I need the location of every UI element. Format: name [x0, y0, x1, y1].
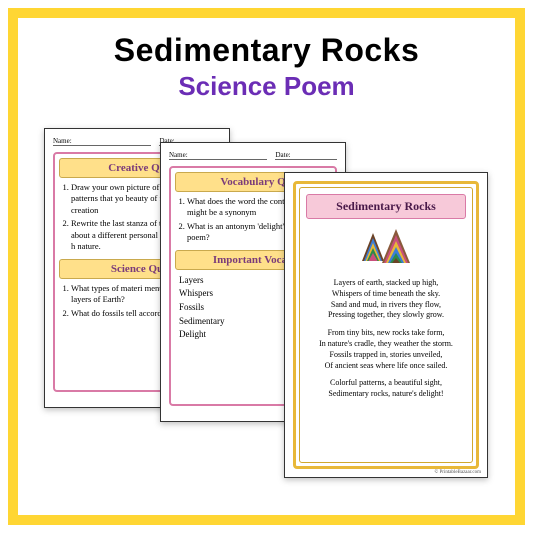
date-field: Date: — [275, 151, 337, 160]
worksheet-header: Name: Date: — [169, 151, 337, 160]
product-frame: Sedimentary Rocks Science Poem Name: Dat… — [8, 8, 525, 525]
poem-title: Sedimentary Rocks — [306, 194, 466, 219]
poem-line: Whispers of time beneath the sky. — [332, 289, 440, 298]
copyright-text: © PrintableBazaar.com — [434, 470, 481, 475]
poem-line: Of ancient seas where life once sailed. — [325, 361, 448, 370]
worksheet-page-poem: Sedimentary Rocks — [284, 172, 488, 478]
poem-line: Layers of earth, stacked up high, — [334, 278, 439, 287]
sedimentary-rock-icon — [358, 227, 414, 272]
poem-line: Pressing together, they slowly grow. — [328, 310, 444, 319]
name-field: Name: — [53, 137, 151, 146]
poem-frame: Sedimentary Rocks — [293, 181, 479, 469]
poem-inner: Sedimentary Rocks — [299, 187, 473, 463]
poem-stanza: Layers of earth, stacked up high, Whispe… — [319, 278, 453, 321]
poem-line: From tiny bits, new rocks take form, — [328, 328, 445, 337]
poem-line: Fossils trapped in, stories unveiled, — [330, 350, 443, 359]
main-title: Sedimentary Rocks — [18, 32, 515, 69]
poem-line: Colorful patterns, a beautiful sight, — [330, 378, 442, 387]
poem-line: In nature's cradle, they weather the sto… — [319, 339, 453, 348]
poem-stanza: From tiny bits, new rocks take form, In … — [319, 328, 453, 371]
name-field: Name: — [169, 151, 267, 160]
poem-text: Layers of earth, stacked up high, Whispe… — [319, 278, 453, 407]
subtitle: Science Poem — [18, 71, 515, 102]
poem-line: Sedimentary rocks, nature's delight! — [328, 389, 443, 398]
poem-stanza: Colorful patterns, a beautiful sight, Se… — [319, 378, 453, 400]
worksheet-preview-area: Name: Date: Creative Qu Draw your own pi… — [18, 128, 515, 515]
poem-line: Sand and mud, in rivers they flow, — [331, 300, 441, 309]
